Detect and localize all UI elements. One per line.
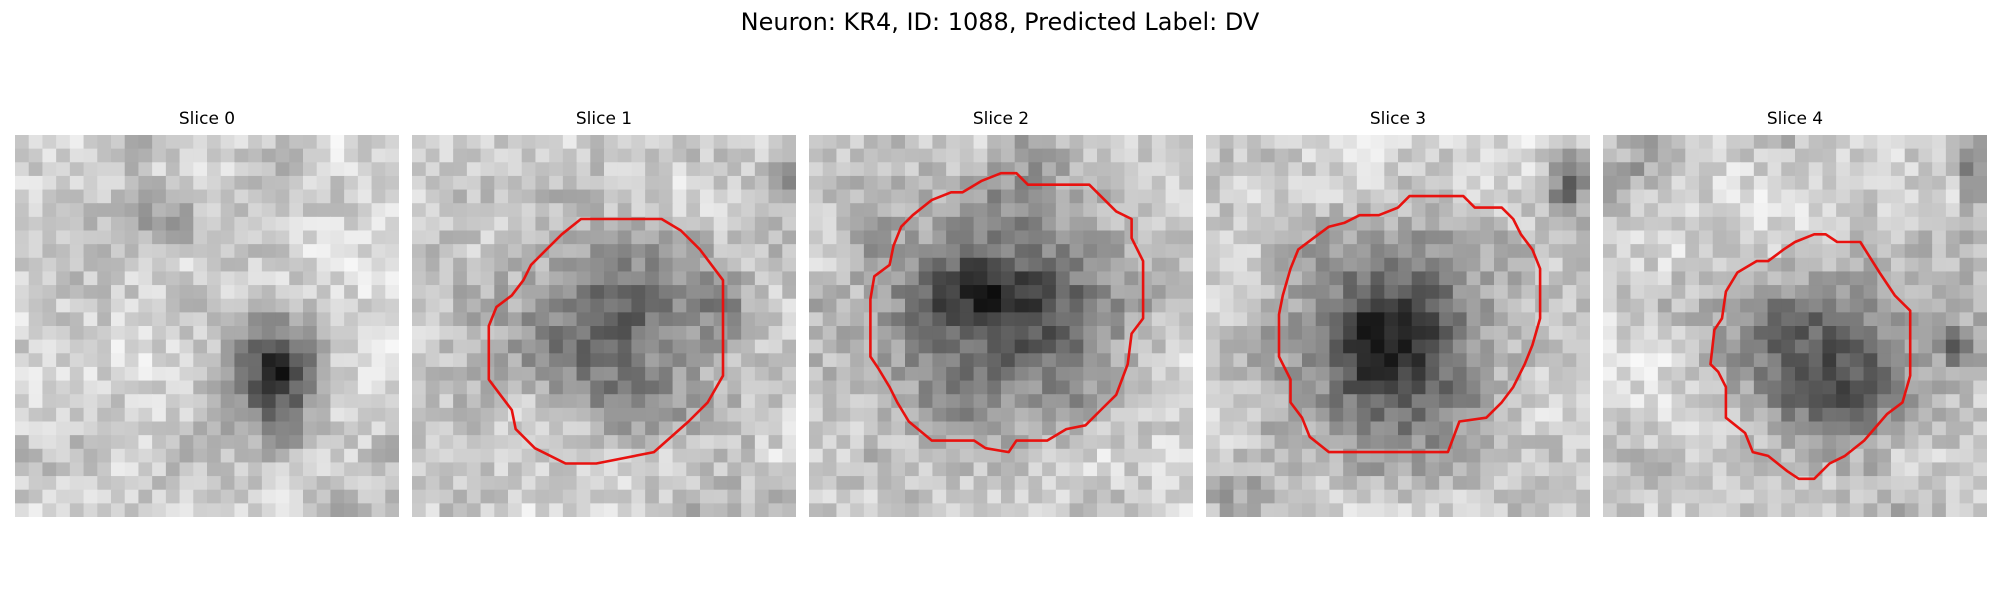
slice-3-image — [1206, 135, 1590, 517]
panel-title-slice-0: Slice 0 — [178, 109, 236, 129]
slice-2-pixel-grid — [809, 135, 1193, 517]
slice-4-pixel-grid — [1603, 135, 1987, 517]
slice-3-pixel-grid — [1206, 135, 1590, 517]
figure-title: Neuron: KR4, ID: 1088, Predicted Label: … — [740, 8, 1260, 36]
slice-0-image — [15, 135, 399, 517]
slice-2-contour — [869, 171, 1145, 454]
slice-3-contour — [1277, 194, 1542, 454]
slice-4-image — [1603, 135, 1987, 517]
slice-1-contour — [487, 217, 725, 465]
slice-2-image — [809, 135, 1193, 517]
panel-title-slice-1: Slice 1 — [575, 109, 633, 129]
panel-title-slice-2: Slice 2 — [972, 109, 1030, 129]
slice-0-pixel-grid — [15, 135, 399, 517]
panel-title-slice-3: Slice 3 — [1369, 109, 1427, 129]
slice-1-pixel-grid — [412, 135, 796, 517]
panel-title-slice-4: Slice 4 — [1766, 109, 1824, 129]
slice-4-contour — [1709, 233, 1912, 481]
slice-1-image — [412, 135, 796, 517]
